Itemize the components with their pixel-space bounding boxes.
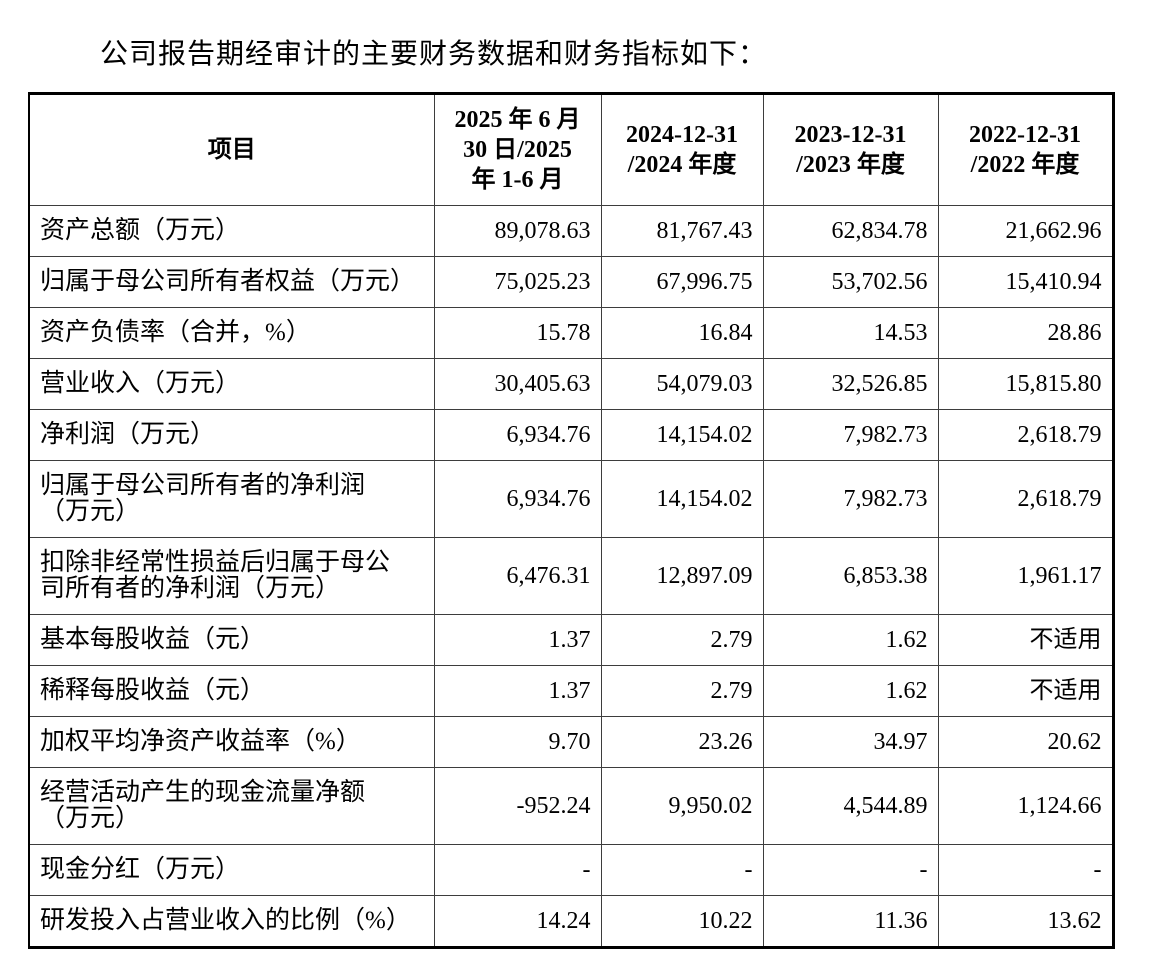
value-cell-2022: 1,961.17 (937, 537, 1114, 615)
value-cell-2023: 62,834.78 (762, 205, 939, 257)
value-cell-2025: 9.70 (433, 716, 602, 768)
value-cell-2023: 14.53 (762, 307, 939, 359)
row-label-cell: 营业收入（万元） (28, 358, 435, 410)
value-cell-2022: 2,618.79 (937, 460, 1114, 538)
header-cell-period-2022: 2022-12-31 /2022 年度 (937, 93, 1114, 206)
value-cell-2022: 13.62 (937, 895, 1114, 948)
table-row: 经营活动产生的现金流量净额 （万元） -952.24 9,950.02 4,54… (28, 767, 1114, 845)
value-cell-2023: 53,702.56 (762, 256, 939, 308)
value-cell-2022: 不适用 (937, 665, 1114, 717)
value-cell-2022: 2,618.79 (937, 409, 1114, 461)
page-title: 公司报告期经审计的主要财务数据和财务指标如下： (100, 39, 768, 70)
table-row: 现金分红（万元） - - - - (28, 844, 1114, 896)
table-row: 归属于母公司所有者的净利润 （万元） 6,934.76 14,154.02 7,… (28, 460, 1114, 538)
row-label-cell: 基本每股收益（元） (28, 614, 435, 666)
value-cell-2023: 34.97 (762, 716, 939, 768)
value-cell-2023: 7,982.73 (762, 460, 939, 538)
row-label-cell: 净利润（万元） (28, 409, 435, 461)
row-label-cell: 现金分红（万元） (28, 844, 435, 896)
financial-data-table: 项目 2025 年 6 月 30 日/2025 年 1-6 月 2024-12-… (28, 92, 1115, 949)
table-row: 稀释每股收益（元） 1.37 2.79 1.62 不适用 (28, 665, 1114, 717)
value-cell-2024: - (600, 844, 764, 896)
header-cell-period-2024: 2024-12-31 /2024 年度 (600, 93, 764, 206)
value-cell-2023: 6,853.38 (762, 537, 939, 615)
value-cell-2025: 89,078.63 (433, 205, 602, 257)
header-cell-period-2025: 2025 年 6 月 30 日/2025 年 1-6 月 (433, 93, 602, 206)
value-cell-2022: 28.86 (937, 307, 1114, 359)
table-row: 基本每股收益（元） 1.37 2.79 1.62 不适用 (28, 614, 1114, 666)
value-cell-2025: -952.24 (433, 767, 602, 845)
value-cell-2023: 1.62 (762, 614, 939, 666)
value-cell-2025: 30,405.63 (433, 358, 602, 410)
value-cell-2024: 9,950.02 (600, 767, 764, 845)
value-cell-2025: - (433, 844, 602, 896)
value-cell-2025: 6,476.31 (433, 537, 602, 615)
value-cell-2023: 11.36 (762, 895, 939, 948)
value-cell-2023: 1.62 (762, 665, 939, 717)
row-label-cell: 扣除非经常性损益后归属于母公 司所有者的净利润（万元） (28, 537, 435, 615)
value-cell-2025: 15.78 (433, 307, 602, 359)
table-row: 扣除非经常性损益后归属于母公 司所有者的净利润（万元） 6,476.31 12,… (28, 537, 1114, 615)
value-cell-2022: 不适用 (937, 614, 1114, 666)
value-cell-2025: 6,934.76 (433, 409, 602, 461)
table-row: 加权平均净资产收益率（%） 9.70 23.26 34.97 20.62 (28, 716, 1114, 768)
table-row: 归属于母公司所有者权益（万元） 75,025.23 67,996.75 53,7… (28, 256, 1114, 308)
value-cell-2025: 6,934.76 (433, 460, 602, 538)
header-cell-period-2023: 2023-12-31 /2023 年度 (762, 93, 939, 206)
value-cell-2024: 81,767.43 (600, 205, 764, 257)
table-row: 营业收入（万元） 30,405.63 54,079.03 32,526.85 1… (28, 358, 1114, 410)
value-cell-2024: 14,154.02 (600, 409, 764, 461)
value-cell-2024: 12,897.09 (600, 537, 764, 615)
row-label-cell: 归属于母公司所有者权益（万元） (28, 256, 435, 308)
table-body: 资产总额（万元） 89,078.63 81,767.43 62,834.78 2… (28, 205, 1114, 948)
value-cell-2022: 15,815.80 (937, 358, 1114, 410)
value-cell-2023: - (762, 844, 939, 896)
value-cell-2025: 75,025.23 (433, 256, 602, 308)
value-cell-2024: 10.22 (600, 895, 764, 948)
row-label-cell: 研发投入占营业收入的比例（%） (28, 895, 435, 948)
value-cell-2024: 2.79 (600, 614, 764, 666)
value-cell-2024: 54,079.03 (600, 358, 764, 410)
table-row: 研发投入占营业收入的比例（%） 14.24 10.22 11.36 13.62 (28, 895, 1114, 948)
value-cell-2024: 16.84 (600, 307, 764, 359)
value-cell-2024: 23.26 (600, 716, 764, 768)
value-cell-2025: 14.24 (433, 895, 602, 948)
table-row: 资产总额（万元） 89,078.63 81,767.43 62,834.78 2… (28, 205, 1114, 257)
value-cell-2023: 32,526.85 (762, 358, 939, 410)
row-label-cell: 归属于母公司所有者的净利润 （万元） (28, 460, 435, 538)
value-cell-2024: 67,996.75 (600, 256, 764, 308)
value-cell-2025: 1.37 (433, 614, 602, 666)
value-cell-2022: 15,410.94 (937, 256, 1114, 308)
table-header: 项目 2025 年 6 月 30 日/2025 年 1-6 月 2024-12-… (28, 93, 1114, 206)
value-cell-2023: 7,982.73 (762, 409, 939, 461)
value-cell-2022: 21,662.96 (937, 205, 1114, 257)
row-label-cell: 资产负债率（合并，%） (28, 307, 435, 359)
row-label-cell: 资产总额（万元） (28, 205, 435, 257)
value-cell-2024: 14,154.02 (600, 460, 764, 538)
row-label-cell: 经营活动产生的现金流量净额 （万元） (28, 767, 435, 845)
header-cell-item: 项目 (28, 93, 435, 206)
value-cell-2022: - (937, 844, 1114, 896)
row-label-cell: 稀释每股收益（元） (28, 665, 435, 717)
value-cell-2022: 1,124.66 (937, 767, 1114, 845)
table-row: 资产负债率（合并，%） 15.78 16.84 14.53 28.86 (28, 307, 1114, 359)
value-cell-2023: 4,544.89 (762, 767, 939, 845)
value-cell-2025: 1.37 (433, 665, 602, 717)
row-label-cell: 加权平均净资产收益率（%） (28, 716, 435, 768)
table-row: 净利润（万元） 6,934.76 14,154.02 7,982.73 2,61… (28, 409, 1114, 461)
value-cell-2022: 20.62 (937, 716, 1114, 768)
header-row: 项目 2025 年 6 月 30 日/2025 年 1-6 月 2024-12-… (28, 93, 1114, 206)
value-cell-2024: 2.79 (600, 665, 764, 717)
